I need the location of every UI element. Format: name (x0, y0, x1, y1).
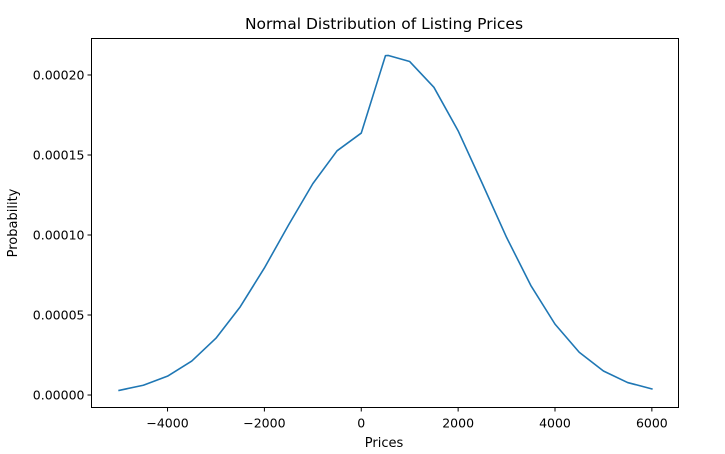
x-tick-label: 4000 (539, 416, 571, 431)
y-axis: 0.00000 0.00005 0.00010 0.00015 0.00020 (33, 67, 92, 403)
series-line-0 (118, 54, 653, 392)
y-axis-label: Probability (6, 188, 21, 257)
y-tick-label: 0.00020 (33, 67, 85, 82)
y-tick-label: 0.00005 (33, 308, 85, 323)
y-tick-label: 0.00000 (33, 388, 85, 403)
y-tick-label: 0.00015 (33, 147, 85, 162)
x-tick-label: 6000 (636, 416, 668, 431)
x-axis-label: Prices (365, 436, 404, 451)
y-tick-label: 0.00010 (33, 228, 85, 243)
x-tick-label: −2000 (243, 416, 285, 431)
x-tick-label: −4000 (146, 416, 188, 431)
chart-title: Normal Distribution of Listing Prices (245, 15, 523, 33)
x-tick-label: 2000 (442, 416, 474, 431)
plot-area (118, 54, 653, 392)
x-tick-label: 0 (357, 416, 365, 431)
x-axis: −4000 −2000 0 2000 4000 6000 (146, 407, 668, 431)
axes-frame (91, 38, 679, 408)
